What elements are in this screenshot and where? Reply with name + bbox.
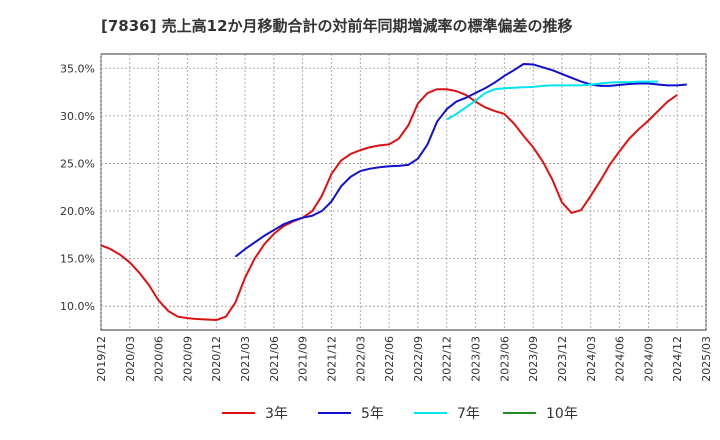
x-tick-label: 2021/06 [268, 336, 281, 382]
x-axis-ticks: 2019/12 2020/03 2020/06 2020/09 2020/12 2021/… [95, 336, 713, 382]
x-tick-label: 2025/03 [700, 336, 713, 382]
x-tick-label: 2021/09 [297, 336, 310, 382]
x-tick-label: 2024/06 [614, 336, 627, 382]
y-tick-label: 15.0% [60, 253, 95, 266]
series-line-3年 [100, 88, 678, 322]
legend-label: 10年 [546, 406, 578, 422]
x-tick-label: 2024/09 [642, 336, 655, 382]
series-line-7年 [446, 80, 658, 121]
y-tick-label: 10.0% [60, 300, 95, 313]
y-tick-label: 20.0% [60, 205, 95, 218]
x-tick-label: 2021/03 [239, 336, 252, 382]
x-tick-label: 2023/06 [498, 336, 511, 382]
legend: 3年 5年 7年 10年 [222, 406, 578, 422]
x-tick-label: 2023/12 [556, 336, 569, 382]
x-tick-label: 2023/09 [527, 336, 540, 382]
x-tick-label: 2022/03 [354, 336, 367, 382]
x-tick-label: 2020/06 [153, 336, 166, 382]
legend-label: 3年 [265, 406, 288, 422]
x-tick-label: 2020/09 [181, 336, 194, 382]
plot-frame [100, 53, 707, 331]
chart-title: [7836] 売上高12か月移動合計の対前年同期増減率の標準偏差の推移 [101, 17, 573, 35]
x-tick-label: 2022/09 [412, 336, 425, 382]
x-tick-label: 2024/12 [671, 336, 684, 382]
x-tick-label: 2022/12 [441, 336, 454, 382]
y-tick-label: 30.0% [60, 110, 95, 123]
legend-label: 7年 [457, 406, 480, 422]
x-tick-label: 2019/12 [95, 336, 108, 382]
y-tick-label: 25.0% [60, 157, 95, 170]
x-tick-label: 2020/03 [124, 336, 137, 382]
y-tick-label: 35.0% [60, 62, 95, 75]
x-tick-label: 2023/03 [470, 336, 483, 382]
series-line-5年 [234, 62, 687, 258]
x-tick-label: 2022/06 [383, 336, 396, 382]
legend-label: 5年 [361, 406, 384, 422]
x-tick-label: 2024/03 [585, 336, 598, 382]
x-tick-label: 2021/12 [325, 336, 338, 382]
grid [100, 54, 707, 330]
y-axis-ticks: 10.0% 15.0% 20.0% 25.0% 30.0% 35.0% [60, 62, 95, 313]
x-tick-label: 2020/12 [210, 336, 223, 382]
series-lines [100, 62, 687, 322]
plot-area [100, 53, 707, 331]
